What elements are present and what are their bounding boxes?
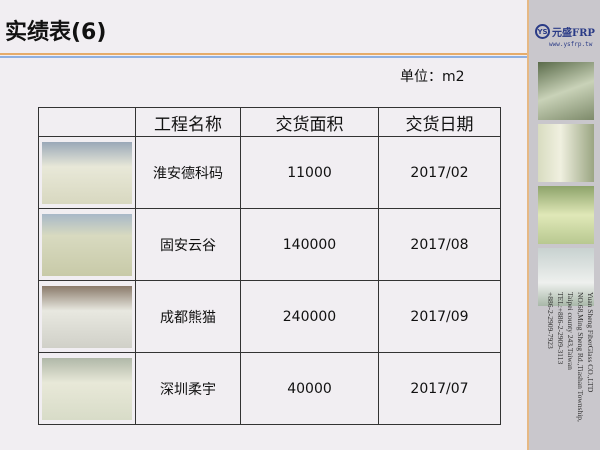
- project-area: 40000: [240, 352, 379, 425]
- table-row: 深圳柔宇 40000 2017/07: [38, 352, 501, 425]
- header-cell: [38, 107, 136, 137]
- project-name: 深圳柔宇: [135, 352, 241, 425]
- project-date: 2017/08: [378, 208, 501, 281]
- unit-label: 单位：m2: [400, 69, 465, 85]
- header-cell: 交货面积: [240, 107, 379, 137]
- project-area: 240000: [240, 280, 379, 353]
- project-area: 11000: [240, 136, 379, 209]
- table-row: 固安云谷 140000 2017/08: [38, 208, 501, 281]
- address-line: TEL:+886-2-2909-3113: [556, 292, 565, 365]
- project-date: 2017/02: [378, 136, 501, 209]
- project-date: 2017/09: [378, 280, 501, 353]
- side-panel: YS 元盛FRP www.ysfrp.tw Yuan Sheng FiberGl…: [527, 0, 600, 450]
- logo-url: www.ysfrp.tw: [549, 41, 593, 48]
- project-name: 成都熊猫: [135, 280, 241, 353]
- address-line: +886-2-2909-7923: [546, 292, 555, 349]
- project-photo: [42, 357, 132, 420]
- side-photo: [538, 124, 594, 182]
- table-row: 成都熊猫 240000 2017/09: [38, 280, 501, 353]
- project-area: 140000: [240, 208, 379, 281]
- table-header: 工程名称 交货面积 交货日期: [38, 107, 501, 137]
- divider: [0, 53, 528, 55]
- logo-brand: 元盛FRP: [552, 28, 595, 39]
- side-photo: [538, 186, 594, 244]
- divider: [0, 56, 528, 58]
- project-photo: [42, 213, 132, 276]
- address-line: Yuan Sheng FiberGlass CO.,LTD: [586, 292, 595, 393]
- company-address: Yuan Sheng FiberGlass CO.,LTD NO.68,Ming…: [535, 292, 595, 442]
- address-line: NO.68,Ming Sheng Rd.,Tiashan Township,: [576, 292, 585, 422]
- project-name: 淮安德科码: [135, 136, 241, 209]
- table-row: 淮安德科码 11000 2017/02: [38, 136, 501, 209]
- project-name: 固安云谷: [135, 208, 241, 281]
- company-logo: YS 元盛FRP: [535, 24, 595, 39]
- projects-table: 工程名称 交货面积 交货日期 淮安德科码 11000 2017/02 固安云谷 …: [38, 107, 501, 425]
- header-cell: 交货日期: [378, 107, 501, 137]
- header-cell: 工程名称: [135, 107, 241, 137]
- slide-title: 实绩表(6): [5, 20, 107, 45]
- project-date: 2017/07: [378, 352, 501, 425]
- logo-mark: YS: [535, 24, 550, 39]
- address-line: Taipei county 243,Taiwan: [566, 292, 575, 370]
- project-photo: [42, 141, 132, 204]
- side-photo: [538, 248, 594, 306]
- project-photo: [42, 285, 132, 348]
- side-photo: [538, 62, 594, 120]
